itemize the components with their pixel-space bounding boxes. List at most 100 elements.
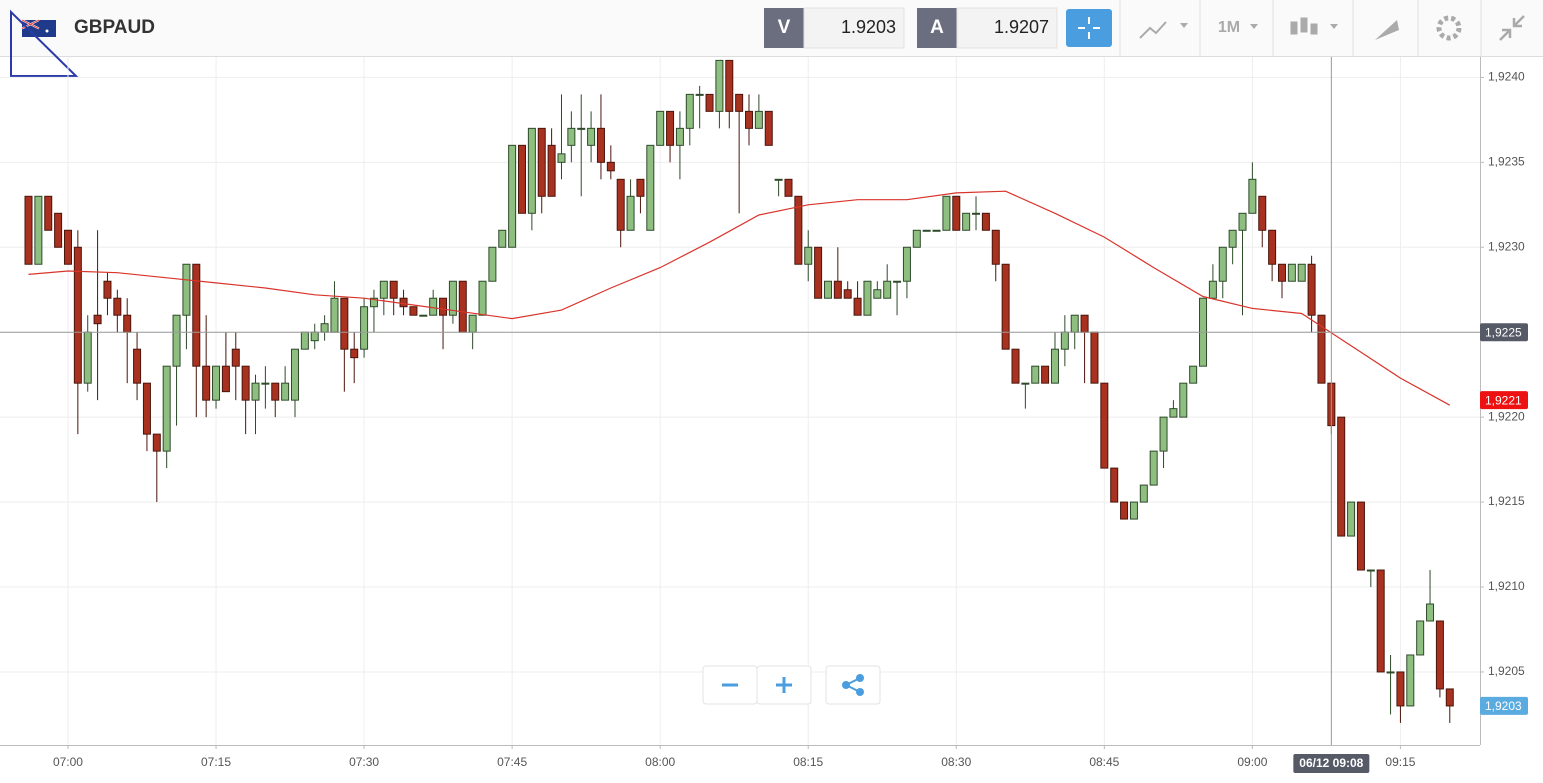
candle-body: [1376, 569, 1385, 673]
candle-body: [814, 246, 823, 299]
drawing-triangle: [10, 9, 79, 77]
x-tick-label: 09:15: [1385, 755, 1415, 769]
candle-body: [764, 110, 773, 146]
candle-body: [587, 127, 596, 146]
candle-body: [1297, 263, 1306, 282]
last-price-label: 1,9203: [1485, 699, 1522, 713]
y-tick-label: 1,9220: [1488, 409, 1525, 423]
candle-body: [399, 297, 408, 308]
candle-body: [1169, 408, 1178, 418]
candle-body: [44, 195, 53, 231]
candle-body: [922, 229, 931, 232]
candle-body: [557, 153, 566, 163]
candle-body: [290, 348, 299, 401]
candle-body: [1060, 331, 1069, 350]
candle-body: [1426, 603, 1435, 622]
candle-body: [962, 212, 971, 231]
candle-body: [123, 314, 132, 333]
candle-body: [1001, 263, 1010, 350]
candle-body: [1337, 416, 1346, 537]
crosshair-button[interactable]: [1066, 9, 1112, 47]
candle-body: [429, 297, 438, 316]
candle-body: [93, 314, 102, 325]
candle-body: [666, 110, 675, 146]
candle-body: [1287, 263, 1296, 282]
x-tick-label: 09:00: [1237, 755, 1267, 769]
candle-body: [626, 195, 635, 231]
candle-body: [1317, 314, 1326, 384]
candle-body: [833, 280, 842, 299]
candle-body: [73, 246, 82, 384]
grid: 1,9205 1,9210 1,9215 1,9220 1,9225 1,9230 1,92…: [0, 57, 1525, 769]
candle-body: [409, 306, 418, 316]
indicator-button[interactable]: [1139, 21, 1188, 39]
candle-body: [1406, 654, 1415, 707]
crosshair-price-label: 1,9225: [1485, 325, 1522, 339]
candle-body: [1386, 671, 1395, 674]
ask-value-box[interactable]: [956, 7, 1058, 49]
bid-box[interactable]: [764, 8, 804, 48]
candle-body: [389, 280, 398, 299]
x-tick-label: 08:15: [793, 755, 823, 769]
candle-body: [192, 263, 201, 367]
candle-body: [1139, 484, 1148, 503]
candle-body: [1050, 348, 1059, 384]
zoom-out-button[interactable]: [702, 665, 758, 705]
candle-body: [754, 110, 763, 129]
draw-button[interactable]: [1375, 20, 1399, 40]
candle-body: [1208, 280, 1217, 299]
candle-body: [646, 144, 655, 231]
collapse-button[interactable]: [1499, 15, 1525, 41]
candle-body: [794, 195, 803, 265]
candle-body: [1347, 501, 1356, 537]
candle-body: [182, 263, 191, 316]
candle-body: [1396, 671, 1405, 707]
candle-body: [1238, 212, 1247, 231]
flag-icon: [21, 19, 56, 37]
candle-body: [745, 110, 754, 129]
bid-value-box[interactable]: [803, 7, 905, 49]
zoom-in-button[interactable]: [756, 665, 812, 705]
candle-body: [1277, 263, 1286, 282]
candle-body: [202, 365, 211, 401]
candle-body: [498, 229, 507, 248]
y-tick-label: 1,9235: [1488, 154, 1525, 168]
candle-body: [991, 229, 1000, 265]
x-tick-label: 07:00: [53, 755, 83, 769]
x-tick-label: 07:30: [349, 755, 379, 769]
toolbar-separators: [1119, 0, 1482, 56]
share-button[interactable]: [825, 665, 881, 705]
candle-body: [853, 297, 862, 316]
ask-box[interactable]: [917, 8, 957, 48]
candle-body: [1268, 229, 1277, 265]
candle-body: [912, 229, 921, 248]
candle-body: [439, 297, 448, 316]
candle-body: [281, 382, 290, 401]
moving-average: [28, 190, 1451, 406]
candle-body: [1100, 382, 1109, 469]
y-tick-label: 1,9215: [1488, 494, 1525, 508]
candle-body: [24, 195, 33, 265]
candle-body: [330, 297, 339, 333]
x-tick-label: 08:00: [645, 755, 675, 769]
y-tick-label: 1,9210: [1488, 579, 1525, 593]
candle-body: [478, 280, 487, 316]
candle-body: [695, 93, 704, 96]
candle-body: [1228, 229, 1237, 248]
x-tick-label: 08:30: [941, 755, 971, 769]
candle-body: [1090, 331, 1099, 384]
candle-body: [340, 297, 349, 350]
candle-body: [1366, 569, 1375, 572]
candle-body: [1120, 501, 1129, 520]
candle-body: [932, 229, 941, 232]
x-tick-label: 08:45: [1089, 755, 1119, 769]
candle-body: [1258, 195, 1267, 231]
candle-body: [547, 144, 556, 197]
candle-body: [537, 127, 546, 197]
chart-type-button[interactable]: [1290, 17, 1338, 35]
symbol: GBPAUD: [74, 17, 155, 38]
settings-button[interactable]: [1436, 15, 1462, 41]
timeframe[interactable]: 1M: [1218, 19, 1240, 36]
